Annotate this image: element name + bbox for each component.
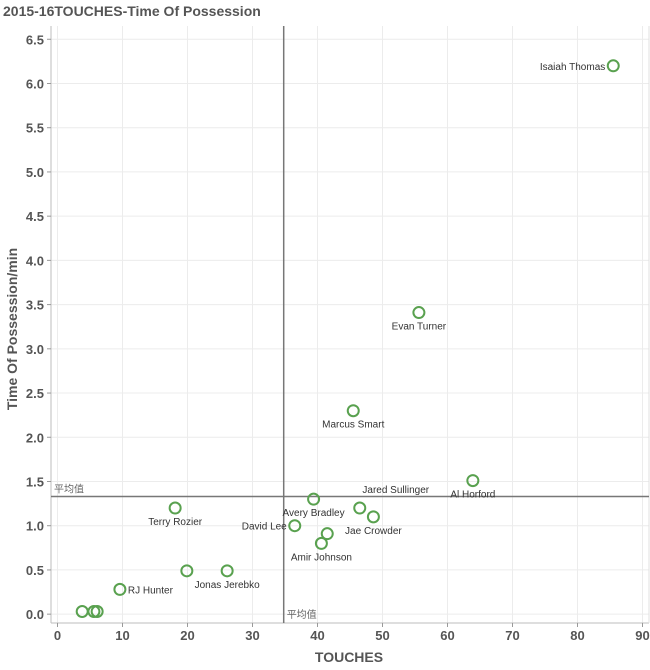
y-tick-label: 2.5	[26, 386, 44, 401]
y-tick-label: 1.5	[26, 474, 44, 489]
grid	[51, 26, 649, 623]
data-point	[606, 59, 620, 73]
y-tick-label: 2.0	[26, 430, 44, 445]
y-tick-label: 6.0	[26, 76, 44, 91]
point-label: Jonas Jerebko	[195, 580, 260, 591]
data-point	[412, 306, 426, 320]
point-label: David Lee	[242, 522, 287, 533]
x-tick-label: 30	[245, 628, 259, 643]
chart-title: 2015-16TOUCHES-Time Of Possession	[3, 3, 261, 19]
point-label: Avery Bradley	[283, 508, 345, 519]
data-point	[314, 536, 328, 550]
data-point	[75, 605, 89, 619]
data-point	[466, 474, 480, 488]
point-label: Evan Turner	[392, 322, 447, 333]
y-tick-label: 5.0	[26, 165, 44, 180]
data-point	[288, 519, 302, 533]
y-tick-label: 0.5	[26, 563, 44, 578]
x-tick-label: 50	[375, 628, 389, 643]
x-tick-label: 70	[505, 628, 519, 643]
data-point	[353, 501, 367, 515]
x-tick-label: 10	[115, 628, 129, 643]
data-point	[366, 510, 380, 524]
y-tick-label: 3.5	[26, 298, 44, 313]
point-label: Al Horford	[450, 490, 495, 501]
point-label: Terry Rozier	[148, 517, 203, 528]
y-tick-label: 4.5	[26, 209, 44, 224]
data-point	[113, 582, 127, 596]
y-tick-label: 3.0	[26, 342, 44, 357]
x-tick-label: 0	[54, 628, 61, 643]
x-tick-label: 40	[310, 628, 324, 643]
data-point	[90, 605, 104, 619]
axes: 0 10 20 30 40 50 60 70 80 90 0.0 0.5 1.0 1.5 2.0 2.5 3.0…	[26, 26, 650, 643]
point-label: Isaiah Thomas	[540, 62, 605, 73]
data-point	[320, 527, 334, 541]
x-tick-label: 80	[570, 628, 584, 643]
x-tick-label: 90	[635, 628, 649, 643]
y-tick-label: 6.5	[26, 32, 44, 47]
point-label: Marcus Smart	[322, 420, 384, 431]
point-label: Jared Sullinger	[362, 485, 429, 496]
y-tick-label: 4.0	[26, 253, 44, 268]
data-point	[180, 564, 194, 578]
data-points	[75, 59, 620, 619]
y-tick-label: 0.0	[26, 607, 44, 622]
y-tick-label: 1.0	[26, 519, 44, 534]
x-tick-label: 20	[180, 628, 194, 643]
data-point	[220, 564, 234, 578]
x-average-label: 平均值	[287, 608, 317, 621]
x-axis-title: TOUCHES	[315, 649, 383, 665]
data-point	[346, 404, 360, 418]
point-label: RJ Hunter	[128, 585, 174, 596]
data-point	[307, 492, 321, 506]
y-axis-title: Time Of Possession/min	[4, 248, 20, 410]
data-point	[168, 501, 182, 515]
point-label: Jae Crowder	[345, 526, 402, 537]
y-tick-label: 5.5	[26, 121, 44, 136]
x-tick-label: 60	[440, 628, 454, 643]
point-label: Amir Johnson	[291, 552, 352, 563]
point-labels: Isaiah Thomas Evan Turner Marcus Smart Al H…	[128, 62, 605, 597]
y-average-label: 平均值	[54, 483, 84, 496]
